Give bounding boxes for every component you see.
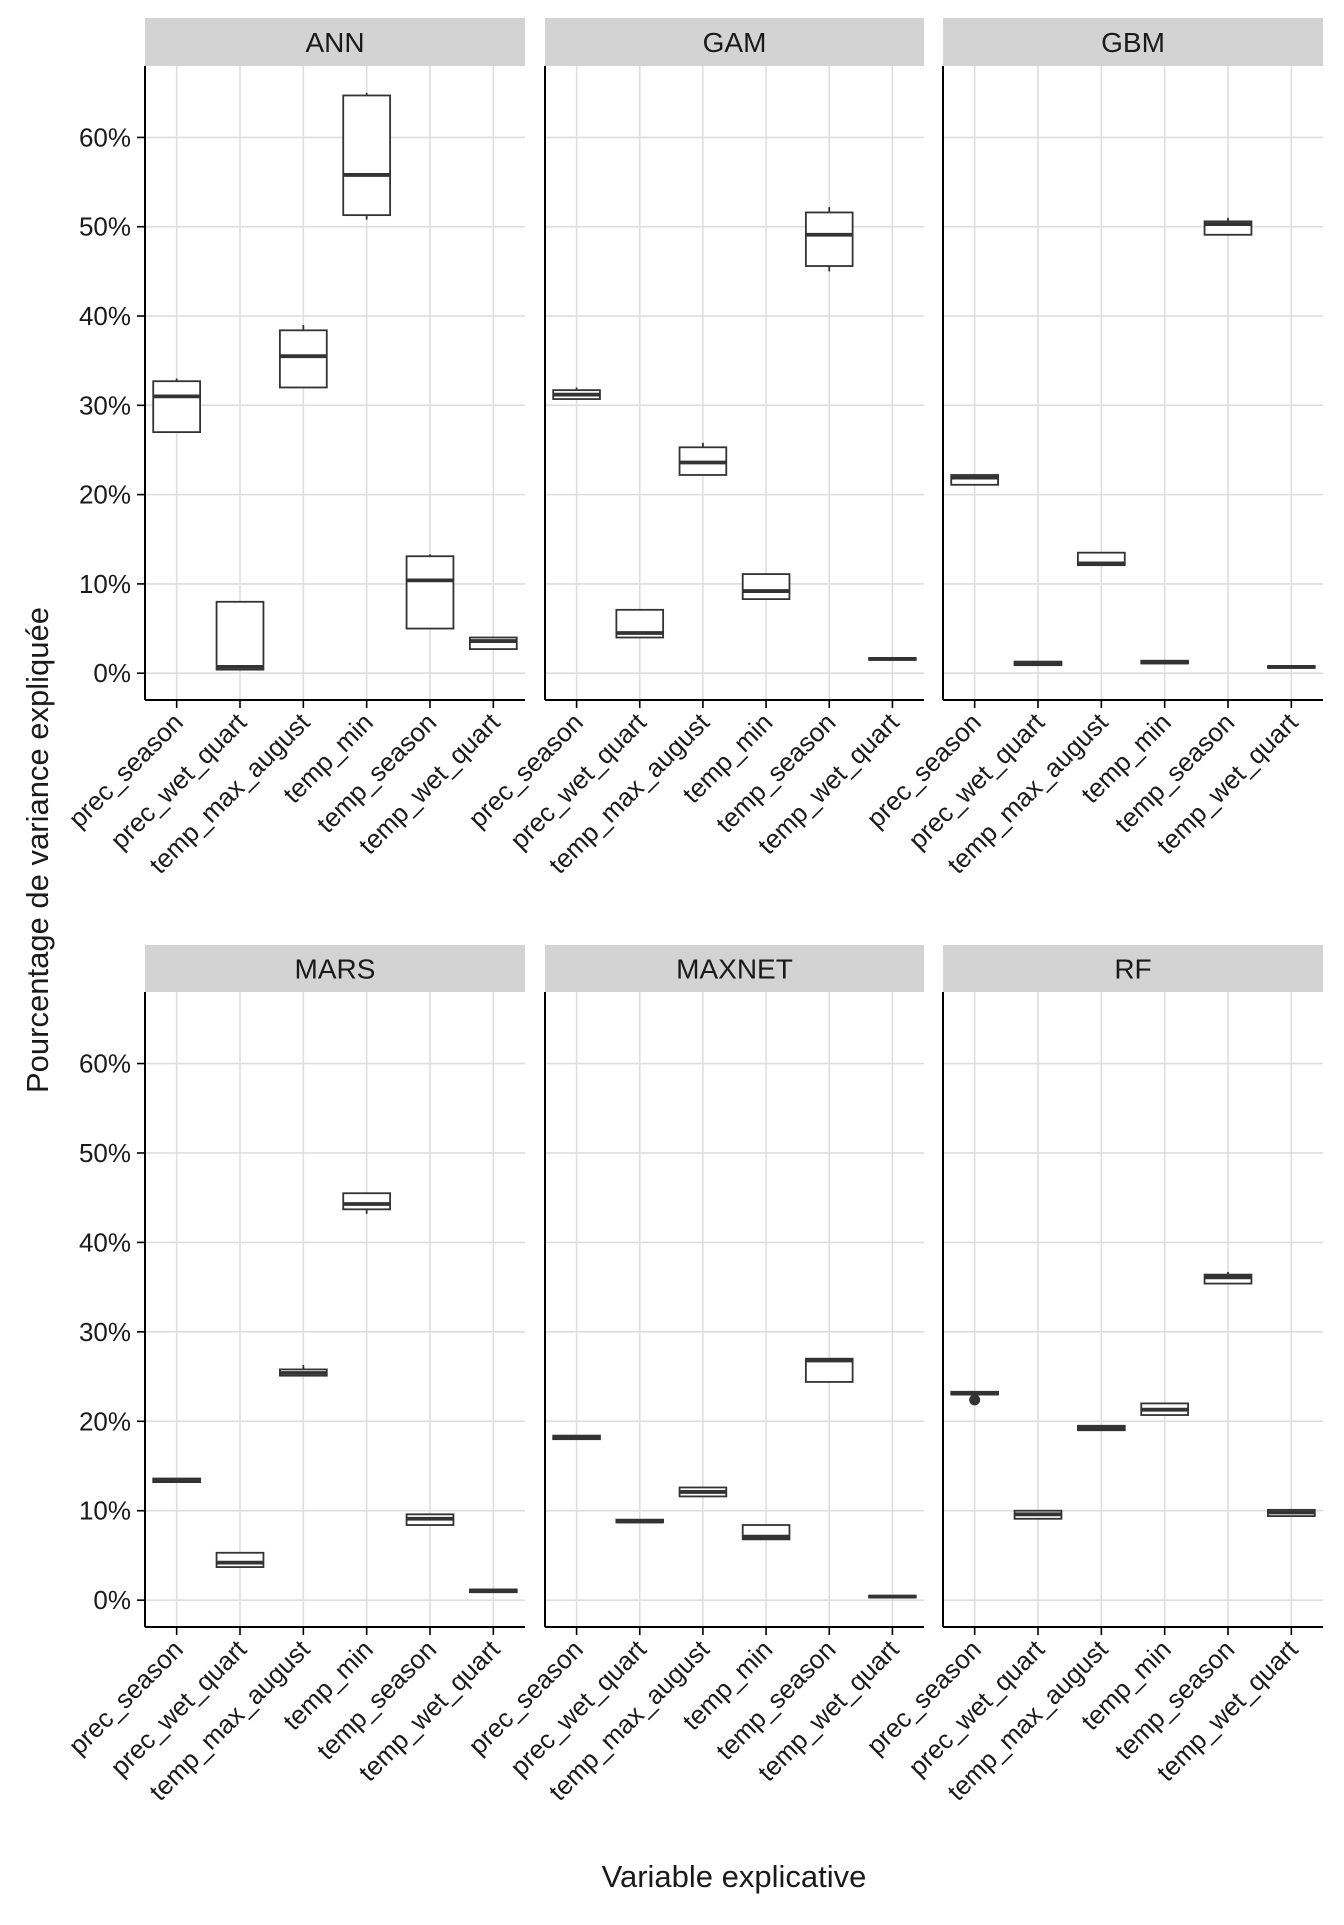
box-temp_season <box>804 211 854 267</box>
facet-title: ANN <box>305 27 364 58</box>
y-tick-label: 0% <box>93 1585 131 1615</box>
y-tick-label: 0% <box>93 658 131 688</box>
y-tick-label: 20% <box>79 1406 131 1436</box>
box-temp_min <box>342 1192 392 1211</box>
facet-strip-ann <box>145 18 525 66</box>
y-tick-label: 20% <box>79 480 131 510</box>
y-tick-label: 30% <box>79 390 131 420</box>
y-tick-label: 10% <box>79 569 131 599</box>
y-tick-label: 60% <box>79 122 131 152</box>
y-tick-label: 50% <box>79 212 131 242</box>
y-tick-label: 60% <box>79 1049 131 1079</box>
facet-title: MARS <box>295 954 376 985</box>
facet-title: GAM <box>703 27 767 58</box>
y-tick-label: 10% <box>79 1496 131 1526</box>
y-tick-label: 50% <box>79 1138 131 1168</box>
box-temp_min <box>741 573 791 600</box>
facet-strip-gbm <box>943 18 1323 66</box>
y-tick-label: 40% <box>79 301 131 331</box>
facet-strip-maxnet <box>545 945 924 992</box>
box-prec_wet_quart <box>215 600 265 671</box>
box-temp_wet_quart <box>468 636 518 651</box>
outlier-point <box>969 1394 981 1406</box>
facet-strip-rf <box>943 945 1323 992</box>
y-tick-label: 30% <box>79 1317 131 1347</box>
facet-title: RF <box>1114 954 1151 985</box>
y-axis-title: Pourcentage de variance expliquée <box>20 607 55 1093</box>
box-prec_season <box>950 474 1000 486</box>
box-prec_wet_quart <box>215 1551 265 1568</box>
y-tick-label: 40% <box>79 1227 131 1257</box>
box-temp_min <box>342 94 392 217</box>
box-temp_max_august <box>278 329 328 389</box>
facet-strip-gam <box>545 18 924 66</box>
box-temp_season <box>405 555 455 630</box>
x-axis-title: Variable explicative <box>602 1859 867 1894</box>
facet-strip-mars <box>145 945 525 992</box>
facet-title: MAXNET <box>676 954 793 985</box>
facet-title: GBM <box>1101 27 1165 58</box>
box-prec_season <box>152 380 202 434</box>
